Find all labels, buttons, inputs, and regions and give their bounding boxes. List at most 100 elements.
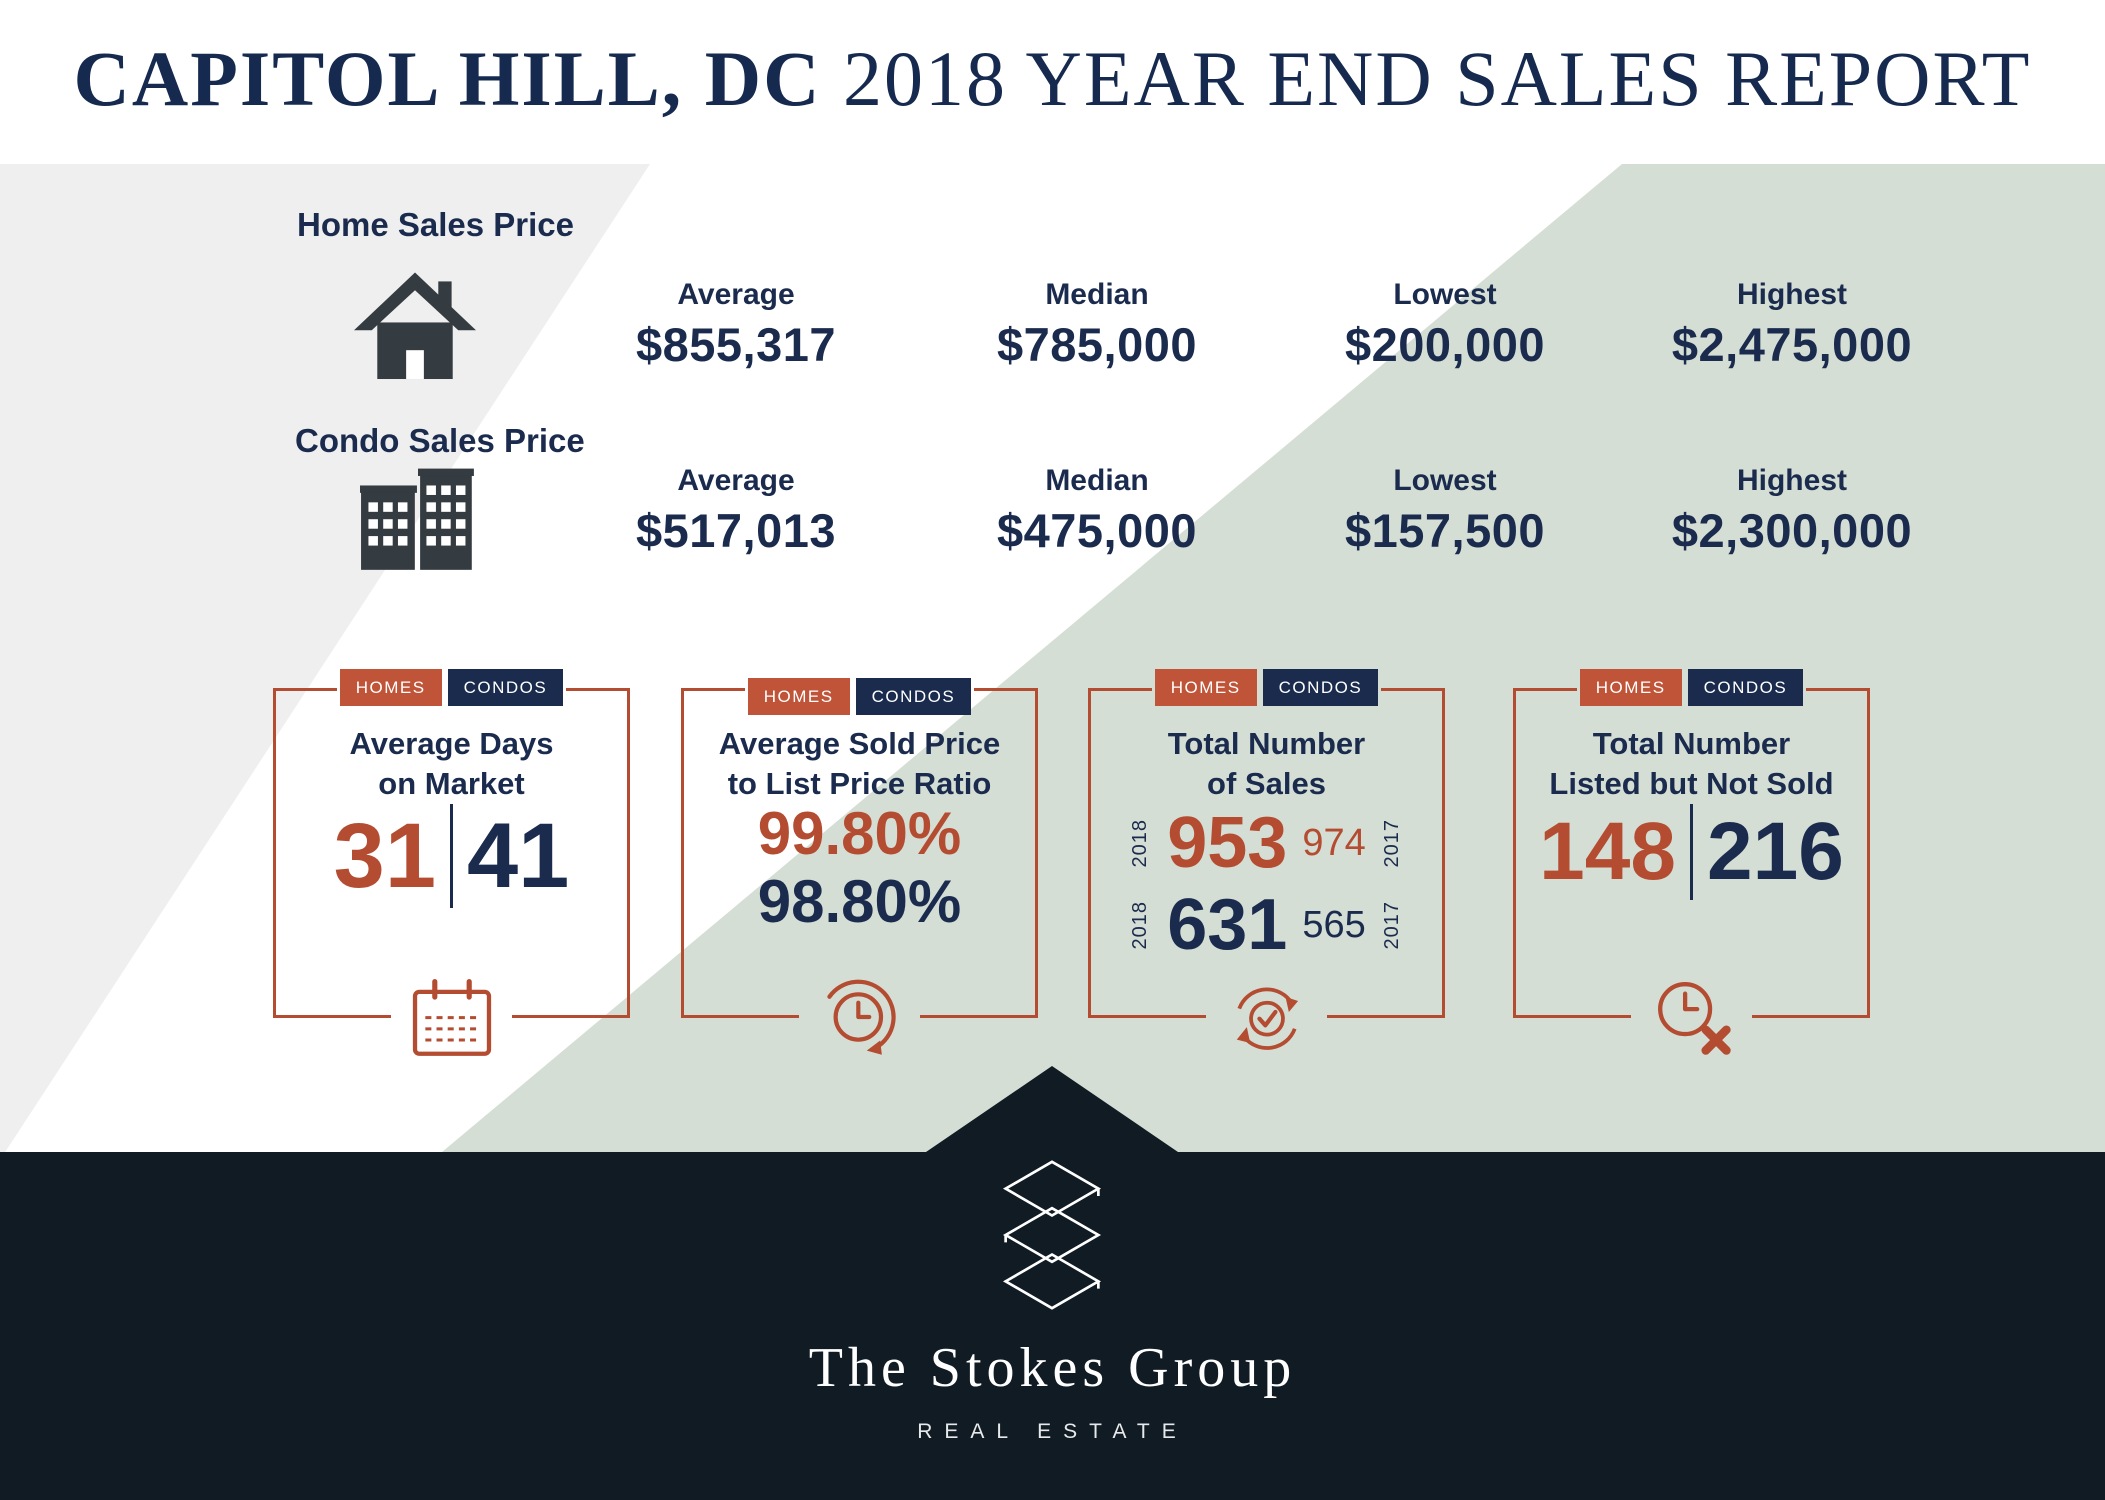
box-title: Total Number Listed but Not Sold xyxy=(1513,724,1870,804)
homes-days-value: 31 xyxy=(333,804,436,907)
box-title-line1: Total Number xyxy=(1167,726,1366,761)
bracket-segment xyxy=(1806,688,1870,691)
condo-lowest-header: Lowest xyxy=(1393,464,1497,497)
bracket-segment xyxy=(273,688,276,1018)
homes-sales-row: 2018 953 974 2017 xyxy=(1088,802,1445,884)
condos-not-sold-value: 216 xyxy=(1707,805,1844,897)
box-title: Average Sold Price to List Price Ratio xyxy=(681,724,1038,804)
condos-sales-row: 2018 631 565 2017 xyxy=(1088,884,1445,966)
home-highest-value: $2,475,000 xyxy=(1671,318,1913,371)
bracket-segment xyxy=(1513,1015,1631,1018)
year-2018-label: 2018 xyxy=(1129,900,1152,950)
box-title-line2: Listed but Not Sold xyxy=(1549,766,1834,801)
box-title-line1: Average Days xyxy=(349,726,554,761)
bracket-segment xyxy=(681,688,745,691)
bracket-segment xyxy=(627,688,630,1018)
brand-name: The Stokes Group xyxy=(808,1337,1297,1399)
stat-box-days-on-market: HOMES CONDOS Average Days on Market 31 4… xyxy=(273,669,630,1056)
home-average-value: $855,317 xyxy=(635,318,837,371)
page-title-rest: 2018 YEAR END SALES REPORT xyxy=(821,35,2032,122)
condos-ratio-value: 98.80% xyxy=(757,868,962,935)
stokes-group-logo xyxy=(991,1158,1113,1312)
bracket-segment xyxy=(1088,1015,1206,1018)
stat-box-total-sales: HOMES CONDOS Total Number of Sales 2018 … xyxy=(1088,669,1445,1050)
condos-badge: CONDOS xyxy=(1262,669,1379,706)
box-title: Total Number of Sales xyxy=(1088,724,1445,804)
home-col-highest: Highest $2,475,000 xyxy=(1592,278,1992,372)
ratio-values: 99.80% 98.80% xyxy=(681,800,1038,936)
badge-row: HOMES CONDOS xyxy=(681,678,1038,715)
condos-days-value: 41 xyxy=(467,804,570,907)
box-title-line1: Average Sold Price xyxy=(718,726,1001,761)
box-title-line2: of Sales xyxy=(1207,766,1326,801)
box-title: Average Days on Market xyxy=(273,724,630,804)
calendar-icon xyxy=(409,978,495,1059)
home-col-lowest: Lowest $200,000 xyxy=(1245,278,1645,372)
value-divider xyxy=(450,804,453,908)
condos-2018-sales: 631 xyxy=(1167,885,1288,965)
home-sales-price-label: Home Sales Price xyxy=(297,206,574,243)
badge-row: HOMES CONDOS xyxy=(1088,669,1445,706)
condos-badge: CONDOS xyxy=(855,678,972,715)
homes-2018-sales: 953 xyxy=(1167,803,1288,883)
homes-2017-sales: 974 xyxy=(1302,821,1366,864)
bracket-segment xyxy=(273,1015,391,1018)
bracket-segment xyxy=(681,688,684,1018)
condo-highest-header: Highest xyxy=(1736,464,1847,497)
condo-sales-price-label: Condo Sales Price xyxy=(295,422,585,459)
bracket-segment xyxy=(1867,688,1870,1018)
home-lowest-header: Lowest xyxy=(1393,278,1497,311)
condo-median-value: $475,000 xyxy=(996,504,1198,557)
bracket-segment xyxy=(1088,688,1152,691)
condo-average-value: $517,013 xyxy=(635,504,837,557)
condo-average-header: Average xyxy=(677,464,795,497)
homes-not-sold-value: 148 xyxy=(1539,805,1676,897)
value-pair: 31 41 xyxy=(273,804,630,908)
sales-values: 2018 953 974 2017 2018 631 565 2017 xyxy=(1088,802,1445,966)
bracket-segment xyxy=(1088,688,1091,1018)
value-divider xyxy=(1690,804,1693,900)
condo-median-header: Median xyxy=(1045,464,1149,497)
homes-ratio-value: 99.80% xyxy=(757,800,962,867)
bracket-segment xyxy=(681,1015,799,1018)
homes-badge: HOMES xyxy=(339,669,442,706)
home-highest-header: Highest xyxy=(1736,278,1847,311)
home-median-value: $785,000 xyxy=(996,318,1198,371)
bracket-segment xyxy=(1035,688,1038,1018)
stat-box-price-ratio: HOMES CONDOS Average Sold Price to List … xyxy=(681,678,1038,1055)
box-title-line1: Total Number xyxy=(1592,726,1791,761)
homes-badge: HOMES xyxy=(747,678,850,715)
condos-2017-sales: 565 xyxy=(1302,903,1366,946)
stat-box-listed-not-sold: HOMES CONDOS Total Number Listed but Not… xyxy=(1513,669,1870,1055)
condo-col-highest: Highest $2,300,000 xyxy=(1592,464,1992,558)
condo-lowest-value: $157,500 xyxy=(1344,504,1546,557)
condos-badge: CONDOS xyxy=(447,669,564,706)
bracket-segment xyxy=(920,1015,1038,1018)
home-lowest-value: $200,000 xyxy=(1344,318,1546,371)
brand-tagline: REAL ESTATE xyxy=(917,1420,1188,1443)
homes-badge: HOMES xyxy=(1154,669,1257,706)
clock-x-icon xyxy=(1649,973,1735,1059)
box-title-line2: to List Price Ratio xyxy=(727,766,992,801)
condo-col-median: Median $475,000 xyxy=(897,464,1297,558)
condo-col-average: Average $517,013 xyxy=(536,464,936,558)
value-pair: 148 216 xyxy=(1513,804,1870,900)
clock-refresh-icon xyxy=(818,975,902,1059)
page-title-emphasis: CAPITOL HILL, DC xyxy=(73,35,822,122)
bracket-segment xyxy=(974,688,1038,691)
condos-badge: CONDOS xyxy=(1687,669,1804,706)
bracket-segment xyxy=(1442,688,1445,1018)
badge-row: HOMES CONDOS xyxy=(1513,669,1870,706)
home-col-average: Average $855,317 xyxy=(536,278,936,372)
bracket-segment xyxy=(566,688,630,691)
house-icon xyxy=(354,272,476,384)
year-2017-label: 2017 xyxy=(1380,900,1403,950)
bracket-segment xyxy=(273,688,337,691)
box-title-line2: on Market xyxy=(378,766,525,801)
bracket-segment xyxy=(1327,1015,1445,1018)
condo-col-lowest: Lowest $157,500 xyxy=(1245,464,1645,558)
homes-badge: HOMES xyxy=(1579,669,1682,706)
badge-row: HOMES CONDOS xyxy=(273,669,630,706)
circular-arrows-check-icon xyxy=(1225,975,1309,1059)
